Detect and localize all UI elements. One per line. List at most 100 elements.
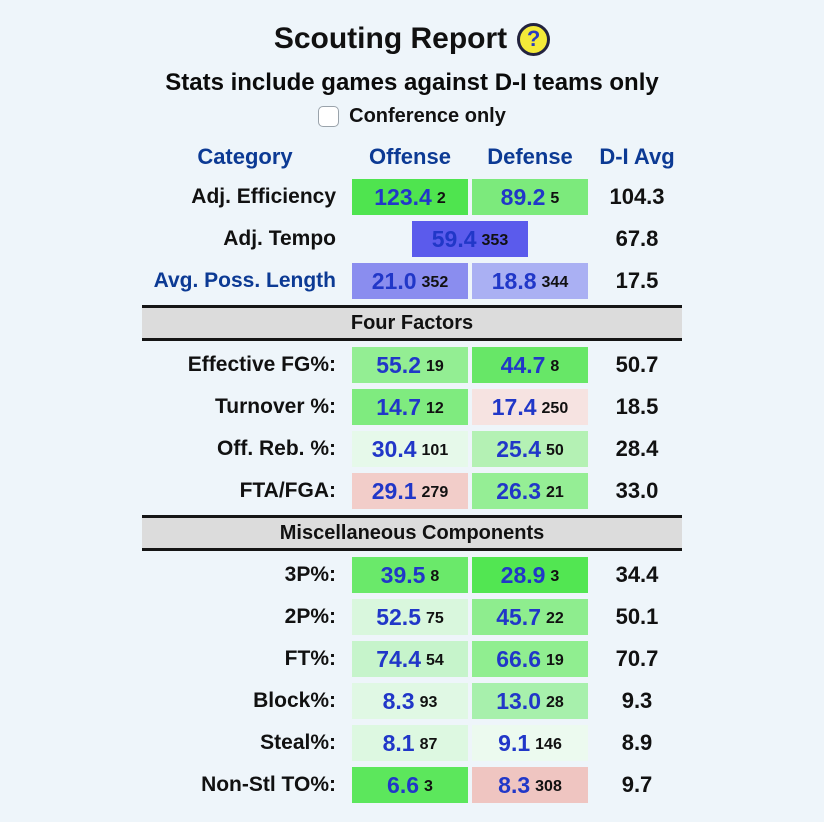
row-category-label: FT%: — [284, 647, 336, 670]
di-avg-value: 33.0 — [615, 478, 659, 503]
subtitle: Stats include games against D-I teams on… — [165, 69, 659, 96]
offense-stat-cell: 14.7 12 — [352, 389, 468, 425]
defense-stat-cell: 25.4 50 — [472, 431, 588, 467]
tempo-stat-cell: 59.4 353 — [412, 221, 528, 257]
row-category-label: Adj. Efficiency — [191, 185, 336, 208]
table-row: Block%: 8.3 93 13.0 28 9.3 — [142, 680, 682, 722]
defense-value: 17.4 — [491, 393, 537, 420]
offense-value: 6.6 — [387, 771, 420, 798]
row-category-label: FTA/FGA: — [239, 479, 336, 502]
row-category-label: Off. Reb. %: — [217, 437, 336, 460]
offense-value: 30.4 — [371, 435, 417, 462]
defense-value: 8.3 — [498, 771, 531, 798]
row-category-label: 3P%: — [284, 563, 336, 586]
offense-stat-cell: 55.2 19 — [352, 347, 468, 383]
defense-value: 28.9 — [500, 561, 546, 588]
column-header-category: Category — [197, 144, 293, 169]
page-title: Scouting Report — [273, 22, 508, 55]
offense-value: 74.4 — [376, 645, 421, 672]
offense-stat-cell: 52.5 75 — [352, 599, 468, 635]
tempo-rank: 353 — [481, 231, 509, 249]
section-header: Four Factors — [142, 305, 682, 341]
defense-rank: 344 — [541, 273, 569, 291]
offense-rank: 352 — [421, 273, 449, 291]
row-category-label: Effective FG%: — [187, 353, 336, 376]
offense-rank: 2 — [436, 189, 446, 207]
help-icon[interactable]: ? — [517, 22, 551, 56]
defense-value: 44.7 — [500, 351, 546, 378]
offense-stat-cell: 8.3 93 — [352, 683, 468, 719]
defense-value: 18.8 — [491, 267, 537, 294]
di-avg-value: 9.3 — [621, 688, 653, 713]
defense-rank: 19 — [545, 651, 564, 669]
row-category-label: Adj. Tempo — [223, 227, 336, 250]
title-row: Scouting Report ? — [0, 0, 824, 60]
defense-rank: 8 — [550, 357, 560, 375]
table-row: 2P%: 52.5 75 45.7 22 50.1 — [142, 596, 682, 638]
column-header-defense: Defense — [487, 144, 573, 169]
scouting-table: Category Offense Defense D-I Avg Adj. Ef… — [142, 138, 682, 806]
section-header: Miscellaneous Components — [142, 515, 682, 551]
defense-rank: 146 — [535, 735, 562, 753]
di-avg-value: 50.1 — [615, 604, 659, 629]
offense-stat-cell: 21.0 352 — [352, 263, 468, 299]
defense-stat-cell: 8.3 308 — [472, 767, 588, 803]
di-avg-value: 104.3 — [609, 184, 665, 209]
defense-value: 45.7 — [496, 603, 541, 630]
offense-rank: 8 — [430, 567, 440, 585]
table-row: Turnover %: 14.7 12 17.4 250 18.5 — [142, 386, 682, 428]
defense-stat-cell: 18.8 344 — [472, 263, 588, 299]
defense-rank: 3 — [550, 567, 560, 585]
table-row: 3P%: 39.5 8 28.9 3 34.4 — [142, 554, 682, 596]
di-avg-value: 50.7 — [615, 352, 659, 377]
di-avg-value: 28.4 — [615, 436, 659, 461]
defense-value: 89.2 — [500, 183, 546, 210]
offense-stat-cell: 8.1 87 — [352, 725, 468, 761]
di-avg-value: 8.9 — [621, 730, 653, 755]
row-category-label: Turnover %: — [215, 395, 336, 418]
table-header-row: Category Offense Defense D-I Avg — [142, 138, 682, 176]
table-row: Avg. Poss. Length 21.0 352 18.8 344 17.5 — [142, 260, 682, 302]
offense-value: 14.7 — [376, 393, 421, 420]
row-category-label: 2P%: — [284, 605, 336, 628]
defense-rank: 21 — [545, 483, 564, 501]
conference-only-checkbox[interactable] — [318, 105, 340, 127]
defense-rank: 5 — [550, 189, 560, 207]
offense-rank: 93 — [419, 693, 438, 711]
tempo-value: 59.4 — [431, 225, 477, 252]
conference-only-label: Conference only — [349, 104, 506, 127]
defense-stat-cell: 13.0 28 — [472, 683, 588, 719]
defense-stat-cell: 17.4 250 — [472, 389, 588, 425]
offense-rank: 19 — [425, 357, 444, 375]
column-header-di-avg: D-I Avg — [599, 144, 675, 169]
tempo-cell-wrap: 59.4 353 — [352, 221, 588, 257]
table-row: Non-Stl TO%: 6.6 3 8.3 308 9.7 — [142, 764, 682, 806]
di-avg-value: 9.7 — [621, 772, 653, 797]
table-row: Steal%: 8.1 87 9.1 146 8.9 — [142, 722, 682, 764]
offense-value: 123.4 — [374, 183, 432, 210]
defense-stat-cell: 28.9 3 — [472, 557, 588, 593]
table-row: FT%: 74.4 54 66.6 19 70.7 — [142, 638, 682, 680]
offense-rank: 54 — [425, 651, 444, 669]
offense-stat-cell: 29.1 279 — [352, 473, 468, 509]
defense-value: 9.1 — [498, 729, 531, 756]
offense-value: 39.5 — [380, 561, 426, 588]
row-category-label: Non-Stl TO%: — [201, 773, 336, 796]
row-category-label: Block%: — [253, 689, 336, 712]
table-row: FTA/FGA: 29.1 279 26.3 21 33.0 — [142, 470, 682, 512]
defense-stat-cell: 26.3 21 — [472, 473, 588, 509]
offense-value: 29.1 — [371, 477, 417, 504]
table-row: Adj. Efficiency 123.4 2 89.2 5 104.3 — [142, 176, 682, 218]
offense-rank: 12 — [425, 399, 444, 417]
conference-only-row: Conference only — [0, 102, 824, 130]
offense-value: 8.3 — [382, 687, 415, 714]
row-category-label[interactable]: Avg. Poss. Length — [153, 269, 336, 292]
offense-stat-cell: 39.5 8 — [352, 557, 468, 593]
defense-rank: 250 — [541, 399, 569, 417]
di-avg-value: 70.7 — [615, 646, 659, 671]
offense-stat-cell: 6.6 3 — [352, 767, 468, 803]
row-category-label: Steal%: — [260, 731, 336, 754]
offense-stat-cell: 30.4 101 — [352, 431, 468, 467]
offense-rank: 101 — [421, 441, 449, 459]
